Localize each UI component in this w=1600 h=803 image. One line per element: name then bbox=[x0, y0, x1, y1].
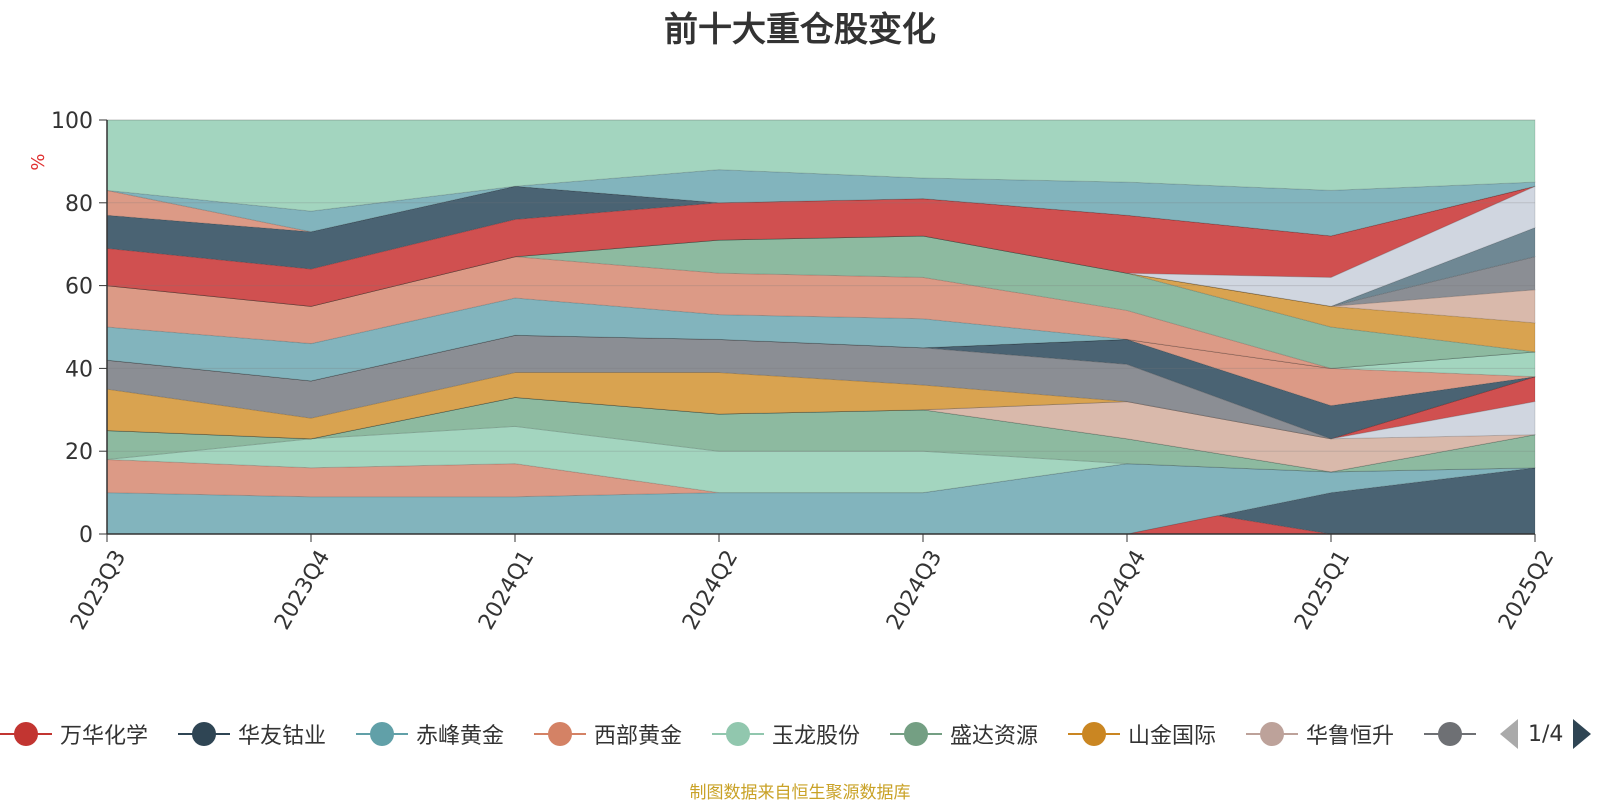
legend-label: 赤峰黄金 bbox=[416, 724, 505, 749]
x-tick-label-6: 2025Q1 bbox=[1290, 546, 1355, 634]
legend: 万华化学 华友钴业 赤峰黄金 西部黄金 玉龙股份 盛达资源 山金国际 华鲁恒升 村 bbox=[0, 714, 1484, 754]
legend-marker-icon bbox=[1424, 719, 1476, 749]
legend-marker-icon bbox=[534, 719, 586, 749]
y-axis-label: % bbox=[28, 153, 49, 170]
area-band-5 bbox=[106, 396, 1536, 473]
area-band-28 bbox=[106, 169, 1536, 237]
y-tick-label-3: 60 bbox=[65, 275, 93, 300]
legend-marker-icon bbox=[0, 719, 52, 749]
legend-marker-icon bbox=[1246, 719, 1298, 749]
legend-prev-page-icon[interactable] bbox=[1500, 719, 1518, 749]
y-tick-label-4: 80 bbox=[65, 192, 93, 217]
legend-marker-icon bbox=[890, 719, 942, 749]
x-tick-label-1: 2023Q4 bbox=[270, 546, 335, 634]
legend-marker-icon bbox=[712, 719, 764, 749]
x-tick-label-3: 2024Q2 bbox=[678, 546, 743, 634]
legend-label: 山金国际 bbox=[1128, 724, 1217, 749]
legend-item-8[interactable]: 村 bbox=[1424, 714, 1484, 754]
legend-item-3[interactable]: 西部黄金 bbox=[534, 714, 682, 754]
area-band-29 bbox=[106, 119, 1536, 212]
y-tick-label-0: 0 bbox=[79, 523, 93, 548]
y-tick-label-5: 100 bbox=[51, 109, 93, 134]
legend-marker-icon bbox=[178, 719, 230, 749]
legend-item-2[interactable]: 赤峰黄金 bbox=[356, 714, 504, 754]
legend-label: 玉龙股份 bbox=[772, 724, 861, 749]
legend-item-1[interactable]: 华友钴业 bbox=[178, 714, 326, 754]
y-tick-label-1: 20 bbox=[65, 440, 93, 465]
legend-label: 华友钴业 bbox=[238, 724, 327, 749]
x-tick-label-7: 2025Q2 bbox=[1494, 546, 1559, 634]
legend-page-indicator: 1/4 bbox=[1528, 721, 1564, 747]
data-source-note: 制图数据来自恒生聚源数据库 bbox=[689, 783, 911, 803]
legend-pager: 1/4 bbox=[1500, 714, 1592, 754]
x-tick-label-2: 2024Q1 bbox=[474, 546, 539, 634]
legend-marker-icon bbox=[356, 719, 408, 749]
legend-label: 盛达资源 bbox=[950, 724, 1039, 749]
legend-marker-icon bbox=[1068, 719, 1120, 749]
y-tick-label-2: 40 bbox=[65, 357, 93, 382]
legend-item-6[interactable]: 山金国际 bbox=[1068, 714, 1216, 754]
chart-plot: 0 20 40 60 80 100 2023Q3 2023Q4 2024Q1 2024Q2 2024… bbox=[28, 109, 1559, 634]
legend-label: 华鲁恒升 bbox=[1306, 724, 1395, 749]
legend-label: 西部黄金 bbox=[594, 724, 683, 749]
legend-item-4[interactable]: 玉龙股份 bbox=[712, 714, 860, 754]
x-tick-label-0: 2023Q3 bbox=[66, 546, 131, 634]
legend-item-7[interactable]: 华鲁恒升 bbox=[1246, 714, 1394, 754]
x-tick-label-5: 2024Q4 bbox=[1086, 546, 1151, 634]
legend-item-5[interactable]: 盛达资源 bbox=[890, 714, 1038, 754]
legend-item-0[interactable]: 万华化学 bbox=[0, 714, 148, 754]
x-tick-label-4: 2024Q3 bbox=[882, 546, 947, 634]
chart-title: 前十大重仓股变化 bbox=[664, 10, 936, 50]
legend-next-page-icon[interactable] bbox=[1573, 719, 1592, 749]
legend-label: 万华化学 bbox=[60, 724, 149, 749]
